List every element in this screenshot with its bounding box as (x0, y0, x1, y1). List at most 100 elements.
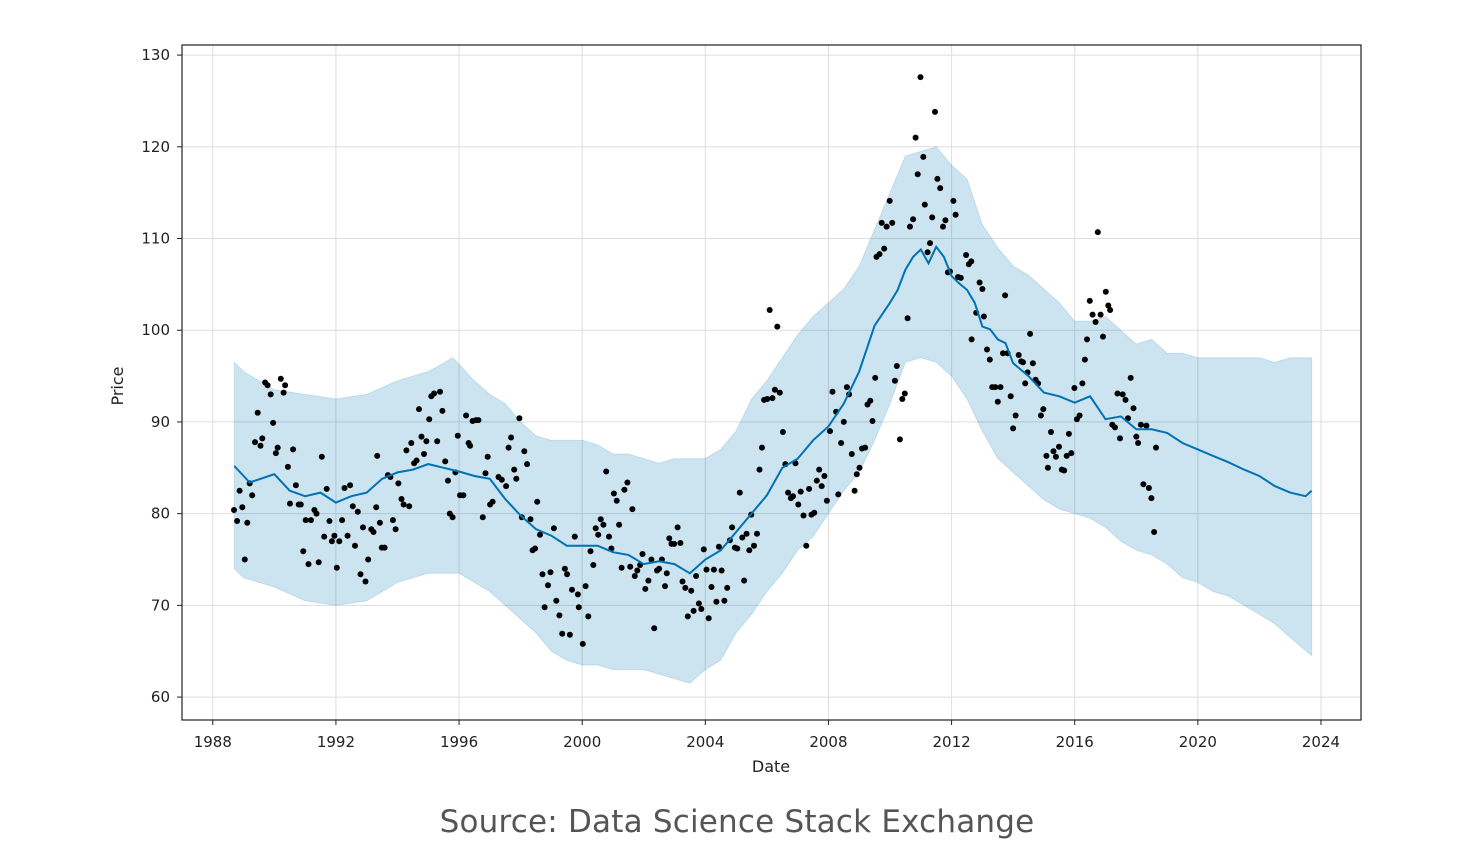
observed-point (484, 453, 491, 460)
observed-point (1140, 481, 1147, 488)
observed-point (1010, 425, 1017, 432)
observed-point (434, 438, 441, 445)
y-tick-label: 120 (141, 138, 170, 156)
observed-point (797, 488, 804, 495)
grid (182, 45, 1361, 720)
observed-point (883, 223, 890, 230)
observed-point (878, 219, 885, 226)
observed-point (516, 415, 523, 422)
observed-point (950, 197, 957, 204)
observed-point (341, 485, 348, 491)
observed-point (679, 578, 686, 585)
observed-point (292, 482, 299, 489)
observed-point (561, 565, 568, 572)
observed-point (848, 451, 855, 457)
observed-point (942, 217, 949, 224)
observed-point (957, 274, 964, 281)
observed-point (460, 492, 467, 499)
observed-point (1048, 429, 1054, 435)
observed-point (439, 407, 446, 414)
observed-point (896, 436, 903, 443)
observed-point (606, 533, 612, 540)
observed-point (741, 577, 748, 584)
observed-point (308, 517, 314, 524)
observed-point (924, 249, 931, 256)
observed-point (1020, 359, 1026, 366)
observed-point (700, 546, 707, 553)
x-tick-label: 1992 (317, 733, 355, 751)
observed-point (1114, 390, 1121, 397)
observed-point (914, 171, 921, 178)
observed-point (899, 396, 906, 402)
observed-point (297, 501, 304, 508)
observed-point (553, 597, 560, 604)
observed-point (302, 517, 309, 524)
x-tick-label: 2000 (563, 733, 601, 751)
observed-point (274, 444, 281, 451)
observed-point (1040, 406, 1047, 413)
observed-point (769, 395, 776, 402)
observed-point (508, 434, 515, 441)
observed-point (357, 571, 364, 578)
observed-point (431, 390, 438, 397)
observed-point (703, 566, 710, 573)
observed-point (827, 428, 833, 435)
observed-point (534, 498, 541, 505)
observed-point (718, 567, 725, 574)
observed-point (389, 517, 396, 524)
observed-point (579, 640, 586, 647)
observed-point (663, 570, 670, 577)
observed-point (795, 501, 802, 508)
observed-point (1133, 433, 1140, 440)
observed-point (532, 545, 539, 552)
observed-point (790, 493, 796, 500)
observed-point (695, 600, 702, 607)
observed-point (442, 458, 449, 465)
observed-point (613, 497, 620, 504)
observed-point (616, 521, 623, 528)
observed-point (821, 473, 828, 479)
observed-point (1097, 311, 1104, 318)
observed-point (645, 577, 652, 584)
y-tick-label: 80 (151, 505, 170, 523)
observed-point (1037, 412, 1044, 419)
observed-point (904, 315, 911, 322)
x-tick-label: 2020 (1179, 733, 1217, 751)
observed-point (927, 240, 933, 247)
x-tick-label: 2016 (1056, 733, 1094, 751)
observed-point (585, 613, 592, 620)
observed-point (321, 533, 328, 540)
observed-point (539, 571, 546, 578)
observed-point (571, 533, 578, 540)
x-tick-label: 1988 (194, 733, 232, 751)
y-tick-label: 110 (141, 230, 170, 248)
observed-point (352, 542, 358, 549)
observed-point (413, 457, 420, 464)
observed-point (333, 564, 340, 571)
observed-point (1145, 485, 1152, 491)
observed-point (1002, 292, 1009, 299)
observed-point (838, 440, 845, 446)
observed-point (734, 545, 741, 552)
observed-point (693, 573, 700, 579)
observed-point (1143, 422, 1150, 429)
observed-point (932, 108, 938, 115)
observed-point (1102, 288, 1109, 295)
observed-point (370, 529, 377, 535)
observed-point (629, 506, 636, 513)
observed-point (1063, 452, 1070, 459)
observed-point (624, 479, 631, 486)
observed-point (1148, 495, 1155, 502)
observed-point (592, 525, 599, 532)
observed-point (876, 251, 883, 258)
observed-point (408, 440, 415, 446)
observed-point (1071, 385, 1078, 391)
observed-point (976, 279, 983, 286)
observed-point (891, 377, 898, 384)
observed-point (234, 518, 241, 524)
observed-point (284, 463, 291, 470)
observed-point (963, 252, 970, 258)
observed-point (449, 514, 456, 521)
observed-point (952, 211, 959, 218)
